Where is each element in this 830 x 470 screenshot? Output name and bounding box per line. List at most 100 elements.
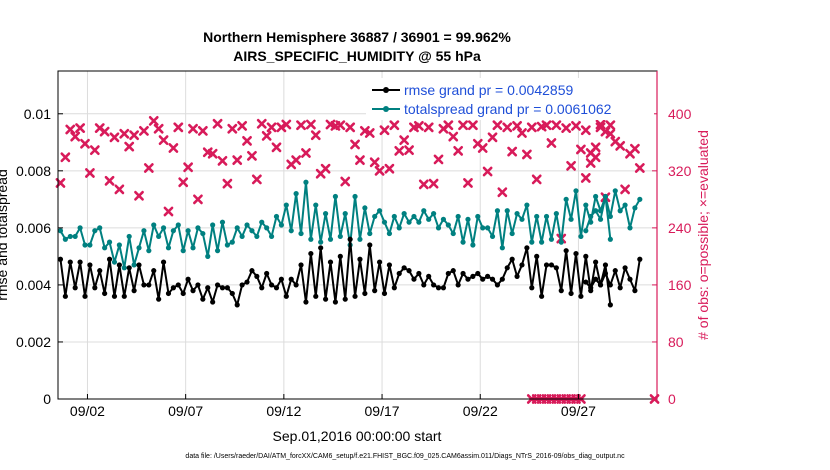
rmse-point <box>239 282 245 288</box>
rmse-point <box>602 262 609 268</box>
obs-evaluated-point <box>541 120 552 131</box>
obs-evaluated-point <box>237 121 248 131</box>
rmse-point <box>411 276 417 282</box>
x-tick-label: 09/17 <box>365 403 400 419</box>
rmse-point <box>92 285 98 291</box>
rmse-point <box>244 279 250 285</box>
rmse-point <box>509 256 515 262</box>
spread-point <box>470 242 476 248</box>
y-axis-label: rmse and totalspread <box>0 169 10 301</box>
spread-point <box>499 245 505 251</box>
spread-point <box>386 230 393 237</box>
obs-evaluated-point <box>399 135 410 146</box>
spread-point <box>376 208 383 214</box>
spread-point <box>607 213 613 220</box>
rmse-point <box>622 265 628 271</box>
rmse-point <box>558 288 564 294</box>
rmse-point <box>313 293 319 299</box>
rmse-point <box>593 276 599 282</box>
spread-point <box>303 179 309 185</box>
rmse-point <box>322 296 329 302</box>
obs-evaluated-point <box>188 123 198 134</box>
spread-point <box>244 222 250 228</box>
spread-point <box>431 211 437 217</box>
spread-point <box>87 242 93 248</box>
rmse-point <box>553 265 559 271</box>
rmse-point <box>367 242 373 248</box>
x-axis: 09/02 09/07 09/12 09/17 09/22 09/27 <box>70 394 596 419</box>
rmse-point <box>391 285 397 291</box>
rmse-point <box>352 293 358 299</box>
spread-point <box>543 213 550 220</box>
spread-point <box>106 239 113 245</box>
y2-tick-label: 80 <box>668 334 684 350</box>
obs-evaluated-point <box>350 139 360 150</box>
obs-evaluated-point <box>139 125 149 136</box>
obs-evaluated-point <box>320 163 331 174</box>
spread-point <box>593 193 599 200</box>
spread-point <box>396 225 402 231</box>
obs-evaluated-point <box>178 177 189 188</box>
spread-point <box>435 225 442 231</box>
spread-point <box>524 202 530 208</box>
spread-point <box>558 239 564 245</box>
rmse-point <box>583 253 589 259</box>
spread-point <box>288 228 294 234</box>
obs-evaluated-point <box>217 155 228 166</box>
spread-point <box>121 265 127 271</box>
spread-point <box>293 191 299 197</box>
spread-point <box>372 213 378 220</box>
rmse-point <box>303 299 309 305</box>
rmse-point <box>376 259 383 265</box>
obs-evaluated-point <box>517 128 527 138</box>
obs-evaluated-point <box>173 122 184 133</box>
rmse-point <box>264 270 270 277</box>
spread-point <box>362 205 368 211</box>
rmse-point <box>386 262 393 268</box>
spread-point <box>151 222 157 228</box>
spread-point <box>612 188 618 194</box>
spread-point <box>509 230 515 237</box>
rmse-point <box>426 273 432 279</box>
obs-evaluated-point <box>512 121 522 131</box>
spread-point <box>190 245 196 251</box>
spread-point <box>593 208 599 214</box>
spread-point <box>632 205 638 211</box>
obs-evaluated-point <box>301 148 311 158</box>
obs-evaluated-point <box>590 142 601 153</box>
spread-point <box>102 245 108 251</box>
rmse-point <box>283 293 289 299</box>
data-file-footnote: data file: /Users/raeder/DAI/ATM_forcXX/… <box>185 453 625 460</box>
spread-point <box>116 242 122 248</box>
rmse-point <box>72 285 78 291</box>
obs-evaluated-point <box>615 140 626 151</box>
obs-evaluated-point <box>531 174 542 185</box>
obs-evaluated-point <box>595 119 606 130</box>
rmse-point <box>190 288 196 294</box>
spread-point <box>553 211 559 217</box>
spread-point <box>534 213 540 220</box>
rmse-point <box>421 282 427 288</box>
obs-evaluated-point <box>526 122 537 133</box>
spread-point <box>583 228 589 234</box>
rmse-point <box>534 253 540 259</box>
y2-tick-label: 240 <box>668 220 692 236</box>
obs-evaluated-point <box>119 128 130 139</box>
rmse-point <box>406 268 412 274</box>
spread-point <box>504 208 510 214</box>
spread-point <box>97 225 103 231</box>
spread-point <box>214 248 221 254</box>
spread-point <box>278 222 284 228</box>
rmse-point <box>499 276 505 282</box>
spread-point <box>195 225 201 231</box>
obs-evaluated-point <box>546 138 557 148</box>
obs-evaluated-point <box>212 118 223 129</box>
obs-evaluated-point <box>65 124 76 135</box>
spread-point <box>239 233 245 240</box>
spread-point <box>475 213 481 220</box>
obs-evaluated-point <box>463 178 473 188</box>
spread-point <box>210 222 216 228</box>
rmse-point <box>617 285 623 291</box>
obs-evaluated-point <box>60 152 71 163</box>
rmse-point <box>539 293 545 299</box>
